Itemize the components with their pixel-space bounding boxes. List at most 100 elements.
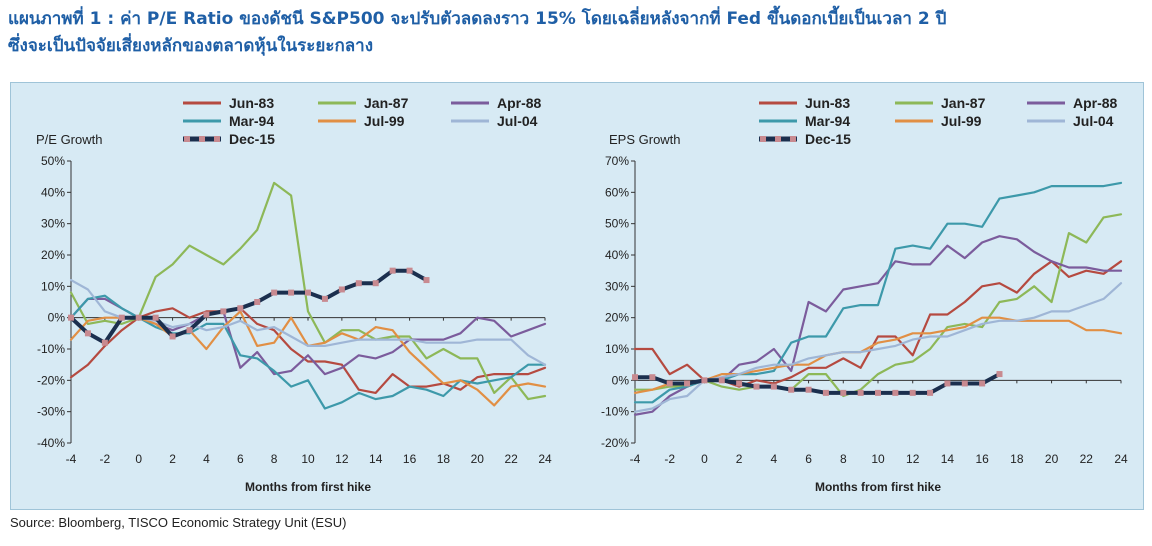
series-line-jan-87 (69, 181, 547, 401)
legend-item-dec-15: Dec-15 (759, 131, 851, 147)
x-tick-label: 16 (403, 452, 417, 466)
series-point-dec-15 (666, 380, 673, 387)
y-tick-label: 50% (605, 217, 629, 231)
y-tick-label: 10% (605, 342, 629, 356)
series-point-dec-15 (979, 380, 986, 387)
series-point-dec-15 (961, 380, 968, 387)
legend-marker (760, 136, 766, 142)
series-point-dec-15 (805, 386, 812, 393)
legend-label: Mar-94 (805, 113, 850, 129)
legend-marker (775, 136, 781, 142)
series-point-dec-15 (770, 383, 777, 390)
series-point-dec-15 (632, 374, 638, 381)
y-tick-label: 70% (605, 154, 629, 168)
series-point-dec-15 (169, 333, 176, 340)
x-tick-label: 18 (437, 452, 451, 466)
x-tick-label: 0 (135, 452, 142, 466)
series-point-dec-15 (406, 267, 413, 274)
legend-item-mar-94: Mar-94 (183, 113, 274, 129)
series-point-dec-15 (909, 389, 916, 396)
series-point-dec-15 (220, 308, 227, 315)
series-line-jan-87 (633, 213, 1123, 398)
legend-label: Jul-04 (1073, 113, 1114, 129)
x-tick-label: 10 (301, 452, 315, 466)
series-line-dec-15 (69, 268, 429, 345)
series-line-jul-04 (633, 282, 1123, 413)
legend-label: Jul-99 (941, 113, 982, 129)
series-point-dec-15 (927, 389, 934, 396)
series-point-dec-15 (701, 377, 708, 384)
x-tick-label: 16 (975, 452, 989, 466)
y-tick-label: 50% (41, 154, 65, 168)
legend-label: Dec-15 (229, 131, 275, 147)
series-line-jun-83 (69, 307, 547, 394)
series-point-dec-15 (338, 286, 345, 293)
x-tick-label: 20 (1045, 452, 1059, 466)
series-point-dec-15 (753, 383, 760, 390)
series-line-jun-83 (633, 260, 1123, 388)
y-tick-label: 20% (41, 248, 65, 262)
x-tick-label: -4 (66, 452, 77, 466)
y-axis-label: EPS Growth (609, 132, 681, 147)
y-tick-label: -10% (601, 405, 629, 419)
y-tick-label: -20% (37, 373, 65, 387)
x-tick-label: 10 (871, 452, 885, 466)
legend-label: Apr-88 (497, 95, 542, 111)
legend-marker (184, 136, 190, 142)
series-line-jul-99 (633, 316, 1123, 394)
series-point-dec-15 (857, 389, 864, 396)
source-note: Source: Bloomberg, TISCO Economic Strate… (10, 515, 347, 530)
y-tick-label: 60% (605, 185, 629, 199)
legend-item-jun-83: Jun-83 (759, 95, 850, 111)
series-point-dec-15 (84, 330, 91, 337)
x-tick-label: 14 (941, 452, 955, 466)
y-tick-label: -30% (37, 405, 65, 419)
x-tick-label: 6 (237, 452, 244, 466)
series-point-dec-15 (321, 295, 328, 302)
legend-marker (199, 136, 205, 142)
series-point-dec-15 (186, 327, 193, 334)
x-tick-label: 4 (203, 452, 210, 466)
legend-label: Jul-04 (497, 113, 538, 129)
legend-item-jan-87: Jan-87 (895, 95, 986, 111)
legend-item-apr-88: Apr-88 (1027, 95, 1118, 111)
title-line-2: ซึ่งจะเป็นปัจจัยเสี่ยงหลักของตลาดหุ้นในร… (8, 36, 374, 56)
y-tick-label: 30% (605, 279, 629, 293)
series-point-dec-15 (237, 305, 244, 312)
legend-marker (790, 136, 796, 142)
series-point-dec-15 (944, 380, 951, 387)
legend-item-dec-15: Dec-15 (183, 131, 275, 147)
legend-item-jul-99: Jul-99 (318, 113, 405, 129)
eps-growth-chart: -20%-10%0%10%20%30%40%50%60%70%-4 -2 0 2 4 6 8… (601, 95, 1128, 494)
figure-title: แผนภาพที่ 1 : ค่า P/E Ratio ของดัชนี S&P… (8, 6, 1144, 60)
series-point-dec-15 (135, 314, 142, 321)
legend-item-jun-83: Jun-83 (183, 95, 274, 111)
series-point-dec-15 (372, 280, 379, 287)
series-line-jul-04 (69, 279, 547, 366)
legend-item-jan-87: Jan-87 (318, 95, 409, 111)
legend-label: Jan-87 (364, 95, 409, 111)
legend-label: Mar-94 (229, 113, 274, 129)
series-point-dec-15 (840, 389, 847, 396)
charts-panel: -40% -30% -20% -10% 0% 10% 20% 30% 40% 50% -4 -2 0 2 4… (10, 82, 1144, 510)
series-point-dec-15 (355, 280, 362, 287)
x-tick-label: -2 (664, 452, 675, 466)
series-point-dec-15 (101, 339, 108, 346)
y-tick-label: -10% (37, 342, 65, 356)
series-point-dec-15 (271, 289, 278, 296)
x-tick-label: 14 (369, 452, 383, 466)
legend-label: Dec-15 (805, 131, 851, 147)
series-point-dec-15 (254, 299, 261, 305)
x-tick-label: 4 (771, 452, 778, 466)
pe-growth-chart: -40%-30%-20%-10%0%10%20%30%40%50%-4 -2 0 2 4… (36, 95, 552, 494)
series-point-dec-15 (68, 314, 74, 321)
x-tick-label: -4 (630, 452, 641, 466)
series-line-mar-94 (633, 181, 1123, 404)
x-tick-label: 0 (701, 452, 708, 466)
x-axis-label: Months from first hike (815, 480, 941, 494)
series-point-dec-15 (423, 277, 430, 284)
x-tick-label: 8 (840, 452, 847, 466)
x-tick-label: -2 (100, 452, 111, 466)
legend-item-jul-04: Jul-04 (1027, 113, 1114, 129)
x-tick-label: 24 (1114, 452, 1128, 466)
